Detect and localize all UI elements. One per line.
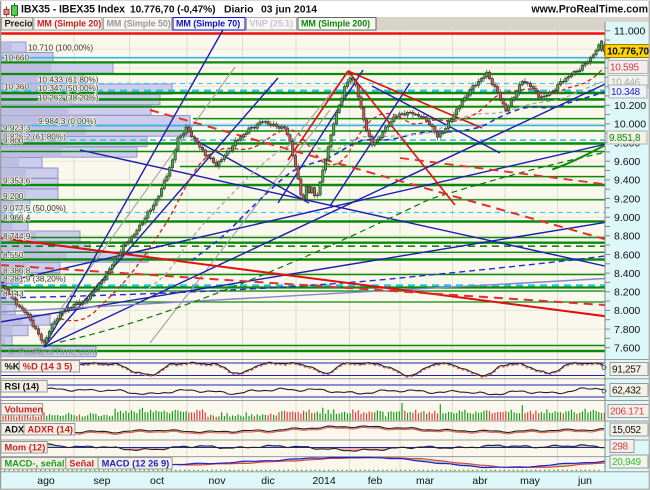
svg-text:10.710 (100,00%): 10.710 (100,00%) bbox=[28, 44, 93, 53]
svg-text:MM (Simple 20): MM (Simple 20) bbox=[37, 19, 101, 29]
svg-text:10.446: 10.446 bbox=[611, 77, 641, 88]
svg-text:MACD (12 26 9): MACD (12 26 9) bbox=[102, 459, 170, 469]
svg-text:9.200: 9.200 bbox=[3, 192, 24, 201]
svg-text:jun: jun bbox=[577, 475, 592, 487]
svg-text:15,052: 15,052 bbox=[612, 425, 642, 436]
svg-text:8.000: 8.000 bbox=[614, 305, 640, 317]
svg-text:8.143: 8.143 bbox=[3, 289, 24, 298]
svg-text:Diario: Diario bbox=[224, 5, 253, 16]
svg-text:10.200: 10.200 bbox=[614, 100, 646, 112]
svg-text:Volumen: Volumen bbox=[5, 405, 44, 415]
svg-text:9.353,6: 9.353,6 bbox=[3, 177, 31, 186]
svg-text:oct: oct bbox=[150, 475, 164, 487]
svg-text:RSI (14): RSI (14) bbox=[5, 382, 40, 392]
svg-text:8.386,8: 8.386,8 bbox=[3, 266, 31, 275]
svg-text:298: 298 bbox=[612, 442, 629, 453]
svg-text:8.550: 8.550 bbox=[3, 251, 24, 260]
svg-text:10.348: 10.348 bbox=[611, 87, 641, 98]
svg-text:9.000: 9.000 bbox=[614, 212, 640, 224]
svg-text:9.923,3: 9.923,3 bbox=[3, 124, 31, 133]
svg-text:Mom (12): Mom (12) bbox=[5, 443, 46, 453]
svg-text:10.660: 10.660 bbox=[4, 54, 29, 63]
svg-text:9.400: 9.400 bbox=[614, 175, 640, 187]
svg-text:feb: feb bbox=[368, 475, 383, 487]
svg-text:Señal: Señal bbox=[69, 459, 94, 469]
svg-text:© ProRealTime.com: © ProRealTime.com bbox=[8, 347, 98, 358]
svg-text:MM (Simple 50): MM (Simple 50) bbox=[107, 19, 171, 29]
svg-text:9.077,5 (50,00%): 9.077,5 (50,00%) bbox=[3, 204, 66, 213]
svg-text:10.262 (38,20%): 10.262 (38,20%) bbox=[38, 94, 99, 103]
svg-text:ADX: ADX bbox=[5, 425, 25, 435]
svg-text:10.776,70: 10.776,70 bbox=[607, 47, 650, 58]
svg-text:62,432: 62,432 bbox=[612, 386, 642, 397]
svg-text:9.600: 9.600 bbox=[614, 156, 640, 168]
svg-text:20,949: 20,949 bbox=[612, 457, 642, 468]
svg-text:%K: %K bbox=[5, 362, 20, 372]
svg-text:8.966,4: 8.966,4 bbox=[3, 213, 31, 222]
svg-text:11.000: 11.000 bbox=[614, 26, 645, 38]
svg-text:10.595: 10.595 bbox=[610, 63, 640, 74]
svg-text:8.281,9 (38,20%): 8.281,9 (38,20%) bbox=[3, 275, 66, 284]
svg-text:7.600: 7.600 bbox=[614, 343, 640, 355]
svg-text:206.171: 206.171 bbox=[610, 407, 645, 418]
svg-text:8.600: 8.600 bbox=[614, 249, 640, 261]
svg-text:nov: nov bbox=[209, 475, 227, 487]
svg-text:8.744,9: 8.744,9 bbox=[3, 232, 31, 241]
svg-text:8.200: 8.200 bbox=[614, 287, 640, 299]
svg-text:abr: abr bbox=[472, 475, 488, 487]
svg-text:2014: 2014 bbox=[312, 475, 336, 487]
svg-text:9.984,3 (0,00%): 9.984,3 (0,00%) bbox=[38, 117, 97, 126]
svg-text:Precio: Precio bbox=[5, 18, 33, 29]
svg-text:%D (14 3 5): %D (14 3 5) bbox=[23, 362, 73, 372]
svg-text:sep: sep bbox=[94, 475, 111, 487]
svg-text:9.200: 9.200 bbox=[614, 193, 640, 205]
svg-text:ago: ago bbox=[37, 475, 55, 487]
svg-text:8.400: 8.400 bbox=[614, 268, 640, 280]
svg-text:MM (Simple 70): MM (Simple 70) bbox=[176, 19, 240, 29]
svg-text:MM (Simple 200): MM (Simple 200) bbox=[301, 19, 370, 29]
svg-text:8.800: 8.800 bbox=[614, 231, 640, 243]
svg-text:10.347 (50,00%): 10.347 (50,00%) bbox=[38, 84, 99, 93]
svg-text:10.360: 10.360 bbox=[4, 83, 29, 92]
svg-text:03 jun 2014: 03 jun 2014 bbox=[261, 5, 317, 16]
svg-text:10.000: 10.000 bbox=[614, 119, 646, 131]
svg-text:www.ProRealTime.com: www.ProRealTime.com bbox=[530, 4, 648, 16]
svg-text:10.433 (61,80%): 10.433 (61,80%) bbox=[38, 76, 99, 85]
svg-text:91,257: 91,257 bbox=[612, 365, 642, 376]
svg-text:mar: mar bbox=[416, 475, 435, 487]
svg-text:IBX35 - IBEX35 Index: IBX35 - IBEX35 Index bbox=[21, 4, 125, 16]
svg-text:7.800: 7.800 bbox=[614, 324, 640, 336]
svg-text:VNP (25.1): VNP (25.1) bbox=[250, 19, 293, 29]
svg-text:dic: dic bbox=[261, 475, 274, 487]
svg-text:9.826,2 (61,80%): 9.826,2 (61,80%) bbox=[3, 133, 66, 142]
svg-text:may: may bbox=[520, 475, 541, 487]
svg-text:ADXR (14): ADXR (14) bbox=[28, 425, 73, 435]
svg-text:9.800: 9.800 bbox=[3, 137, 24, 146]
svg-text:10.776,70 (-0,47%): 10.776,70 (-0,47%) bbox=[130, 5, 215, 16]
svg-text:9.851,8: 9.851,8 bbox=[609, 133, 641, 144]
svg-text:MACD-, señal: MACD-, señal bbox=[5, 459, 65, 469]
